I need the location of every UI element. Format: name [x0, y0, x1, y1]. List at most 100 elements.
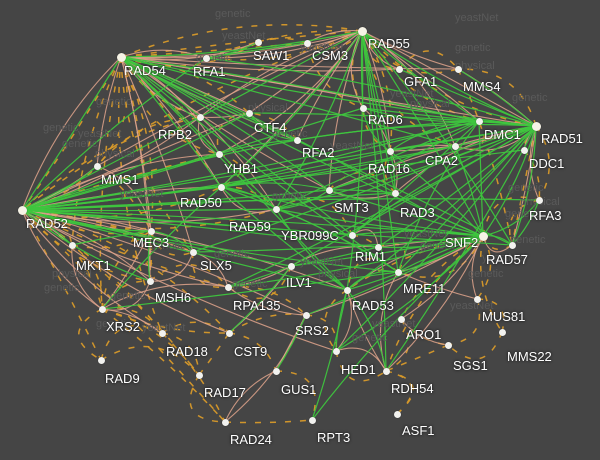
coexpression-edge [305, 235, 484, 316]
graph-node-hed1[interactable] [332, 347, 340, 355]
graph-node-rad57[interactable] [508, 241, 516, 249]
physical-edge [397, 271, 478, 300]
graph-node-rfa2[interactable] [293, 136, 301, 144]
coexpression-edge [120, 56, 330, 191]
graph-node-rad51[interactable] [531, 121, 541, 131]
graph-node-cst9[interactable] [225, 329, 233, 337]
graph-node-rad24[interactable] [221, 418, 229, 426]
graph-node-rad17[interactable] [195, 371, 203, 379]
coexpression-edge [389, 125, 537, 152]
genetic-edge [385, 370, 413, 415]
graph-node-rpb2[interactable] [196, 113, 204, 121]
graph-node-ybr099c[interactable] [348, 231, 356, 239]
graph-node-rfa1[interactable] [202, 54, 210, 62]
genetic-edge [476, 235, 492, 300]
genetic-edge [400, 318, 449, 346]
graph-node-rad16[interactable] [386, 147, 394, 155]
genetic-edge [21, 209, 200, 376]
genetic-edge [457, 68, 537, 127]
graph-node-rad54[interactable] [116, 52, 126, 62]
coexpression-edge [21, 57, 207, 211]
graph-node-dmc1[interactable] [475, 117, 483, 125]
graph-node-mms1[interactable] [93, 162, 101, 170]
graph-node-mms22[interactable] [498, 328, 506, 336]
physical-edge [400, 235, 484, 320]
graph-node-mkt1[interactable] [68, 241, 76, 249]
graph-node-mus81[interactable] [473, 295, 481, 303]
graph-node-rad52[interactable] [17, 205, 27, 215]
graph-node-gfa1[interactable] [395, 65, 403, 73]
graph-node-rad9[interactable] [97, 356, 105, 364]
coexpression-edge [457, 68, 537, 127]
graph-node-msh6[interactable] [146, 277, 154, 285]
graph-node-smt3[interactable] [325, 186, 333, 194]
graph-node-aro1[interactable] [397, 315, 405, 323]
graph-node-gus1[interactable] [272, 367, 280, 375]
graph-node-rim1[interactable] [374, 243, 382, 251]
physical-edge [120, 56, 201, 118]
genetic-edge [101, 308, 230, 334]
graph-node-slx5[interactable] [189, 248, 197, 256]
graph-node-rpt3[interactable] [308, 416, 316, 424]
coexpression-edge [351, 230, 484, 237]
genetic-edge [120, 30, 363, 58]
graph-node-mec3[interactable] [147, 227, 155, 235]
graph-node-rad6[interactable] [359, 104, 367, 112]
graph-node-rad3[interactable] [391, 189, 399, 197]
coexpression-edge [296, 120, 480, 141]
coexpression-edge [101, 271, 399, 310]
genetic-edge [100, 345, 200, 376]
graph-node-saw1[interactable] [254, 38, 262, 46]
graph-node-csm3[interactable] [303, 39, 311, 47]
graph-node-rad53[interactable] [343, 286, 351, 294]
coexpression-edge [362, 107, 391, 152]
coexpression-edge [328, 189, 396, 194]
graph-node-ilv1[interactable] [287, 262, 295, 270]
physical-edge [120, 56, 277, 210]
graph-node-rad55[interactable] [357, 26, 367, 36]
graph-node-mre11[interactable] [394, 268, 402, 276]
genetic-edge [189, 374, 226, 423]
graph-node-ddc1[interactable] [520, 146, 528, 154]
graph-node-rdh54[interactable] [382, 367, 390, 375]
graph-node-asf1[interactable] [393, 410, 401, 418]
genetic-edge [478, 120, 513, 246]
graph-node-rpa135[interactable] [224, 283, 232, 291]
physical-edge [96, 56, 122, 167]
physical-edge [149, 251, 194, 282]
physical-edge [120, 56, 400, 72]
graph-node-cpa2[interactable] [451, 142, 459, 150]
coexpression-edge [21, 209, 353, 236]
coexpression-edge [482, 125, 537, 237]
graph-node-xrs2[interactable] [98, 305, 106, 313]
physical-edge [71, 244, 103, 310]
coexpression-edge [228, 265, 292, 334]
coexpression-edge [220, 120, 480, 188]
coexpression-edge [398, 68, 537, 127]
physical-edge [120, 56, 480, 122]
genetic-edge [101, 230, 152, 310]
graph-node-ctf4[interactable] [245, 109, 253, 117]
physical-edge [335, 347, 387, 372]
coexpression-edge [511, 125, 537, 246]
genetic-edge [21, 30, 363, 211]
graph-node-mms4[interactable] [454, 65, 462, 73]
graph-node-rad59[interactable] [272, 205, 280, 213]
coexpression-edge [147, 230, 152, 282]
coexpression-edge [21, 30, 363, 211]
graph-node-rfa3[interactable] [535, 196, 543, 204]
graph-node-snf2[interactable] [478, 231, 488, 241]
coexpression-edge [346, 270, 399, 291]
graph-node-yhb1[interactable] [215, 150, 223, 158]
graph-node-srs2[interactable] [302, 311, 310, 319]
physical-edge [120, 56, 151, 282]
physical-edge [21, 56, 122, 211]
coexpression-edge [21, 192, 396, 211]
graph-node-rad18[interactable] [158, 329, 166, 337]
genetic-edge [508, 199, 540, 246]
graph-node-rad50[interactable] [217, 183, 225, 191]
graph-node-sgs1[interactable] [444, 341, 452, 349]
coexpression-edge [21, 208, 277, 212]
